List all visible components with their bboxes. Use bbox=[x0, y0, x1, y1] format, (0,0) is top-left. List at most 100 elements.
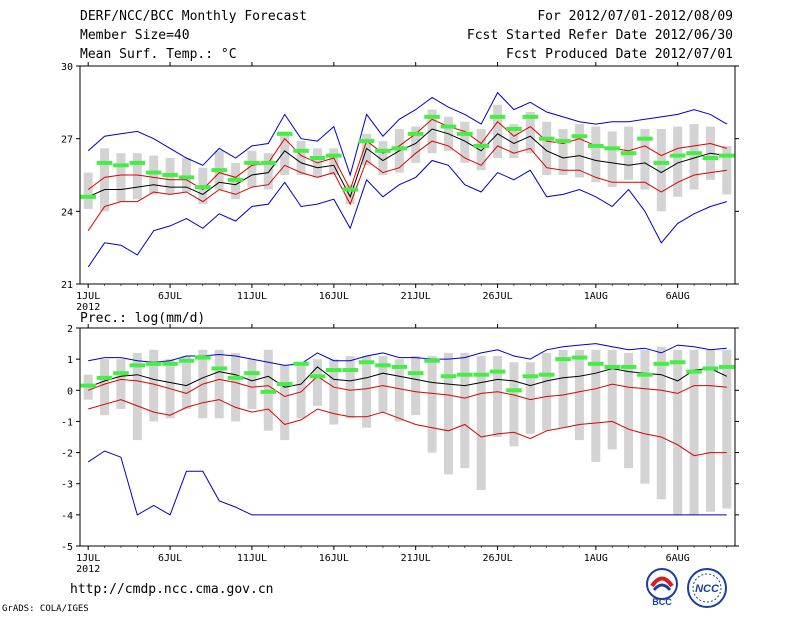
year-label: 2012 bbox=[76, 564, 100, 575]
spread-line bbox=[88, 399, 727, 457]
bcc-logo-text: BCC bbox=[652, 597, 672, 607]
ncc-logo-text: NCC bbox=[695, 583, 720, 595]
started-refer-date-label: Fcst Started Refer Date 2012/06/30 bbox=[466, 28, 733, 43]
median-marker bbox=[129, 160, 146, 165]
median-marker bbox=[424, 358, 440, 363]
quartile-bar bbox=[722, 145, 732, 195]
median-marker bbox=[178, 358, 195, 363]
median-marker bbox=[588, 143, 604, 148]
median-marker bbox=[669, 360, 686, 365]
median-marker bbox=[211, 366, 227, 371]
median-marker bbox=[162, 361, 178, 366]
quartile-bar bbox=[591, 349, 601, 462]
quartile-bar bbox=[542, 352, 552, 431]
quartile-bar bbox=[362, 356, 372, 428]
median-marker bbox=[276, 382, 293, 387]
median-marker bbox=[342, 368, 358, 373]
quartile-bar bbox=[460, 121, 470, 163]
y-tick-label: -5 bbox=[61, 542, 73, 553]
quartile-bar bbox=[640, 128, 650, 190]
median-marker bbox=[309, 374, 326, 379]
median-marker bbox=[686, 369, 702, 374]
median-marker bbox=[276, 131, 293, 136]
x-tick-label: 16JUL bbox=[319, 553, 349, 564]
quartile-bar bbox=[427, 356, 437, 453]
median-marker bbox=[145, 361, 162, 366]
quartile-bar bbox=[493, 104, 503, 159]
bcc-logo: BCC bbox=[646, 568, 678, 607]
quartile-bar bbox=[149, 349, 159, 422]
spread-line bbox=[87, 118, 727, 191]
median-marker bbox=[489, 369, 506, 374]
quartile-bar bbox=[722, 349, 732, 509]
quartile-bar bbox=[100, 148, 110, 212]
median-marker bbox=[342, 187, 358, 192]
x-tick-label: 6JUL bbox=[158, 553, 182, 564]
median-marker bbox=[113, 371, 129, 376]
median-marker bbox=[162, 173, 178, 177]
median-marker bbox=[719, 364, 735, 369]
quartile-bar bbox=[263, 153, 273, 190]
x-tick-label: 6JUL bbox=[158, 291, 182, 302]
x-tick-label: 11JUL bbox=[237, 553, 267, 564]
x-tick-label: 6AUG bbox=[666, 291, 690, 302]
website-link[interactable]: http://cmdp.ncc.cma.gov.cn bbox=[70, 582, 274, 597]
median-marker bbox=[227, 177, 244, 182]
quartile-bar bbox=[705, 349, 715, 512]
mean-line bbox=[87, 128, 727, 199]
quartile-bar bbox=[558, 128, 568, 175]
median-marker bbox=[407, 131, 424, 136]
median-marker bbox=[604, 146, 620, 151]
median-marker bbox=[702, 156, 719, 161]
variable-label: Mean Surf. Temp.: °C bbox=[80, 47, 237, 62]
median-marker bbox=[538, 372, 555, 377]
median-marker bbox=[80, 194, 96, 199]
year-label: 2012 bbox=[76, 302, 100, 313]
y-tick-label: 27 bbox=[61, 135, 73, 146]
median-marker bbox=[358, 360, 375, 365]
envelope-line bbox=[87, 91, 728, 177]
median-marker bbox=[293, 148, 309, 153]
y-tick-label: -4 bbox=[61, 511, 73, 522]
quartile-bar bbox=[378, 356, 388, 413]
quartile-bar bbox=[345, 356, 355, 419]
quartile-bar bbox=[247, 359, 257, 409]
quartile-bar bbox=[247, 150, 257, 188]
x-tick-label: 21JUL bbox=[401, 553, 431, 564]
median-marker bbox=[489, 114, 506, 119]
median-marker bbox=[702, 366, 719, 371]
median-marker bbox=[571, 134, 588, 139]
median-marker bbox=[113, 163, 129, 168]
panel-1: 21 24 27 30 1JUL 6JUL 11JUL 16JUL 21JUL 26JUL 1AUG… bbox=[61, 62, 739, 313]
envelope-line bbox=[88, 343, 727, 366]
y-tick-label: 21 bbox=[61, 280, 73, 291]
quartile-bar bbox=[378, 141, 388, 175]
median-marker bbox=[375, 363, 391, 368]
quartile-bar bbox=[525, 362, 535, 434]
quartile-bar bbox=[345, 184, 355, 205]
x-tick-label: 26JUL bbox=[483, 553, 513, 564]
median-marker bbox=[473, 143, 489, 148]
x-tick-label: 16JUL bbox=[319, 291, 349, 302]
y-tick-label: 30 bbox=[61, 62, 73, 73]
quartile-bar bbox=[673, 126, 683, 197]
median-marker bbox=[473, 372, 489, 377]
median-marker bbox=[326, 153, 342, 158]
quartile-bar bbox=[280, 131, 290, 175]
quartile-bar bbox=[116, 153, 126, 202]
quartile-bar bbox=[280, 365, 290, 441]
quartile-bar bbox=[312, 359, 322, 406]
median-marker bbox=[358, 139, 375, 144]
median-marker bbox=[538, 136, 555, 141]
quartile-bar bbox=[591, 126, 601, 183]
quartile-bar bbox=[673, 349, 683, 515]
median-marker bbox=[457, 131, 473, 136]
x-tick-label: 26JUL bbox=[483, 291, 513, 302]
median-marker bbox=[211, 168, 227, 173]
median-marker bbox=[407, 371, 424, 376]
quartile-bar bbox=[476, 356, 486, 490]
median-marker bbox=[457, 372, 473, 377]
median-marker bbox=[326, 368, 342, 373]
